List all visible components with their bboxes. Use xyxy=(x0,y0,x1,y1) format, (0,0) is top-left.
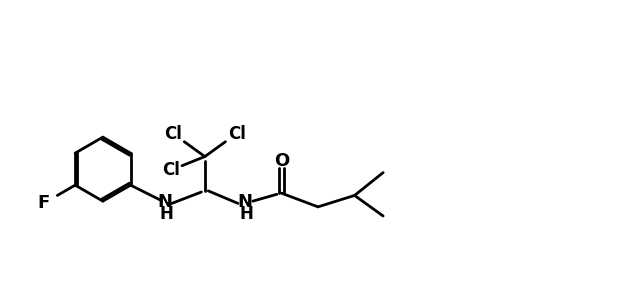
Text: N: N xyxy=(157,193,172,211)
Text: N: N xyxy=(237,193,252,211)
Text: H: H xyxy=(159,205,173,223)
Text: Cl: Cl xyxy=(228,125,246,143)
Text: Cl: Cl xyxy=(164,125,182,143)
Text: Cl: Cl xyxy=(162,161,179,179)
Text: H: H xyxy=(239,205,253,223)
Text: F: F xyxy=(37,195,49,212)
Text: O: O xyxy=(274,152,289,170)
